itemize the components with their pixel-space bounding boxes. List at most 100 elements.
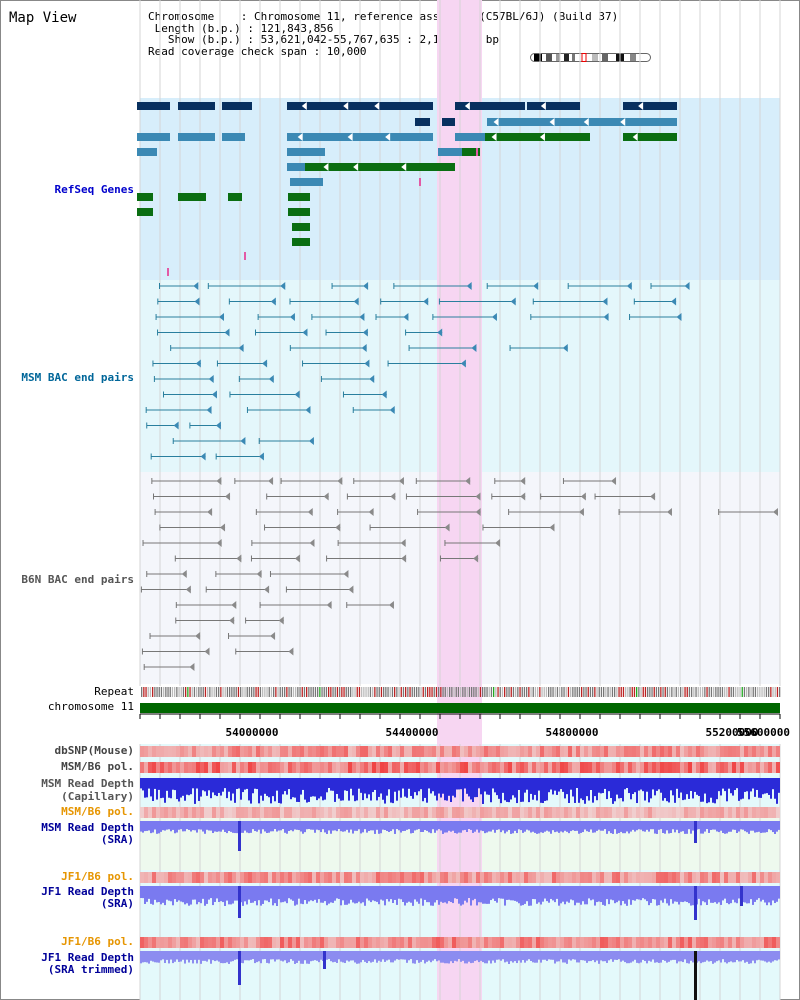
heat-cell (736, 762, 740, 773)
repeat-element (517, 687, 519, 697)
depth-bar (708, 951, 710, 962)
msm-bac-track[interactable] (145, 282, 690, 461)
depth-bar (674, 821, 676, 833)
depth-bar (376, 951, 378, 963)
depth-bar (314, 886, 316, 900)
heat-cell (388, 937, 392, 948)
depth-bar (170, 778, 172, 799)
jf1-b6-pol-strip[interactable] (140, 872, 780, 883)
heat-cell (160, 807, 164, 818)
depth-bar (188, 821, 190, 830)
repeat-element (512, 687, 515, 697)
depth-bar (596, 821, 598, 831)
heat-cell (572, 807, 576, 818)
depth-bar (764, 821, 766, 833)
bac-end-arrow (220, 523, 226, 532)
depth-bar (608, 886, 610, 905)
depth-bar (274, 778, 276, 802)
depth-bar (586, 821, 588, 832)
depth-bar (670, 821, 672, 834)
refseq-genes-track[interactable] (137, 102, 677, 276)
depth-bar (720, 778, 722, 796)
msm-b6-pol-strip-2[interactable] (140, 807, 780, 818)
depth-bar (592, 821, 594, 833)
depth-bar (354, 886, 356, 904)
depth-bar (726, 951, 728, 964)
depth-bar (336, 951, 338, 963)
depth-bar (764, 778, 766, 794)
depth-bar (628, 778, 630, 794)
heat-cell (288, 937, 292, 948)
repeat-element (682, 687, 684, 697)
heat-cell (656, 937, 660, 948)
heat-cell (688, 762, 692, 773)
heat-cell (584, 807, 588, 818)
repeat-element (182, 687, 185, 697)
repeat-element (741, 687, 743, 697)
heat-cell (204, 872, 208, 883)
heat-cell (656, 746, 660, 757)
heat-cell (168, 807, 172, 818)
depth-bar (244, 951, 246, 961)
dbsnp-strip[interactable] (140, 746, 780, 757)
depth-bar (280, 778, 282, 804)
depth-bar (354, 778, 356, 802)
depth-bar (330, 886, 332, 903)
bac-end-arrow (211, 390, 217, 399)
depth-bar (396, 951, 398, 960)
depth-bar (388, 821, 390, 833)
repeat-element (636, 687, 638, 697)
depth-bar (146, 778, 148, 798)
repeat-element (356, 687, 358, 697)
heat-cell (168, 937, 172, 948)
heat-cell (516, 807, 520, 818)
heat-cell (764, 746, 768, 757)
depth-bar (648, 886, 650, 906)
heat-cell (372, 762, 376, 773)
chromosome-label: chromosome 11 (47, 700, 134, 713)
depth-bar (350, 886, 352, 900)
depth-bar (502, 951, 504, 960)
jf1-b6-pol-strip-2[interactable] (140, 937, 780, 948)
heat-cell (280, 872, 284, 883)
depth-bar (592, 778, 594, 803)
depth-bar (202, 821, 204, 832)
depth-bar (280, 821, 282, 831)
depth-bar (144, 951, 146, 963)
heat-cell (684, 937, 688, 948)
jf1-read-depth-trimmed[interactable] (140, 951, 780, 1000)
repeat-element (662, 687, 664, 697)
msm-read-depth-capillary[interactable] (140, 778, 780, 804)
repeat-element (627, 687, 629, 697)
heat-cell (488, 746, 492, 757)
jf1-read-depth-sra[interactable] (140, 886, 780, 920)
depth-bar (606, 951, 608, 963)
depth-bar (576, 778, 578, 789)
depth-bar (712, 821, 714, 830)
depth-bar (256, 821, 258, 832)
heat-cell (636, 872, 640, 883)
msm-b6-pol-strip[interactable] (140, 762, 780, 773)
depth-bar (254, 821, 256, 832)
heat-cell (516, 937, 520, 948)
heat-cell (192, 807, 196, 818)
heat-cell (520, 746, 524, 757)
heat-cell (552, 746, 556, 757)
repeat-element (416, 687, 418, 697)
heat-cell (248, 872, 252, 883)
repeat-track[interactable] (141, 687, 781, 697)
depth-bar (370, 951, 372, 963)
depth-bar (378, 778, 380, 797)
depth-bar (422, 951, 424, 960)
msm-read-depth-sra[interactable] (140, 821, 780, 851)
heat-cell (468, 807, 472, 818)
depth-bar (328, 778, 330, 789)
chromosome-bar[interactable] (140, 703, 780, 713)
depth-bar (494, 886, 496, 901)
heat-cell (240, 937, 244, 948)
b6n-bac-track[interactable] (140, 477, 778, 671)
repeat-element (574, 687, 576, 697)
depth-bar (182, 886, 184, 903)
heat-cell (536, 937, 540, 948)
